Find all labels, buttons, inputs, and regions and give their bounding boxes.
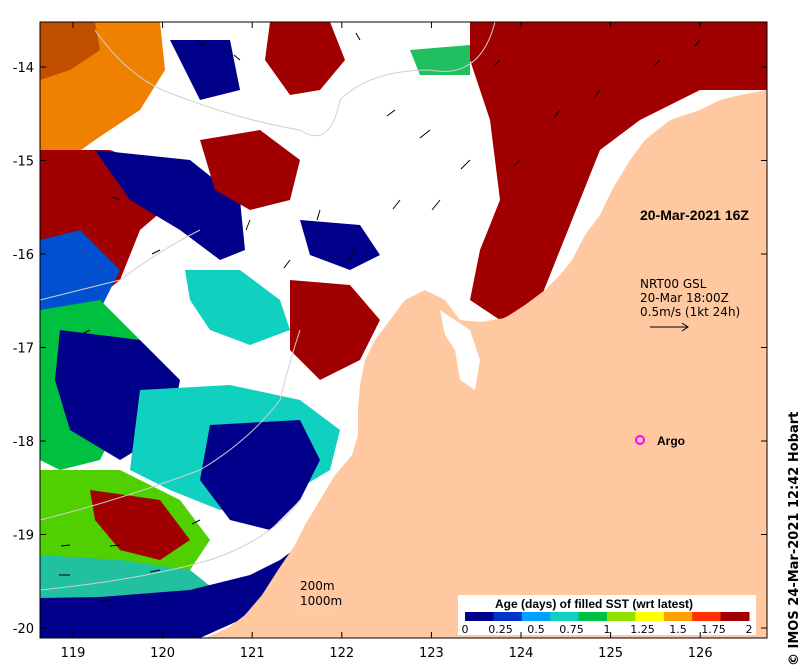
isobath-contours xyxy=(39,21,496,591)
patch-navy-north xyxy=(170,40,240,100)
lon-tick-label: 126 xyxy=(688,646,713,661)
patch-red-mid xyxy=(200,130,300,210)
patch-red-north xyxy=(265,22,345,95)
colorbar-tick-label: 1.5 xyxy=(669,623,687,636)
colorbar-stripe xyxy=(550,612,580,621)
colorbar-stripe xyxy=(493,612,523,621)
colorbar-stripe xyxy=(607,612,636,621)
colorbar-tick-label: 2 xyxy=(746,623,753,636)
credit-panel: © IMOS 24-Mar-2021 12:42 Hobart xyxy=(787,412,802,666)
patch-navy-coast-2 xyxy=(300,220,380,270)
colorbar-stripe xyxy=(663,612,693,621)
patch-red-coast-2 xyxy=(290,280,380,380)
sst-age-patches xyxy=(40,22,767,638)
legend-arrowhead-icon xyxy=(681,322,689,332)
colorbar-tick-label: 0 xyxy=(462,623,469,636)
patch-teal-southwest xyxy=(40,555,215,600)
colorbar-tick-label: 0.75 xyxy=(559,623,584,636)
patch-navy-south xyxy=(200,420,320,530)
patch-green-north xyxy=(410,45,470,75)
patch-navy-band xyxy=(95,150,245,260)
colorbar-tick-label: 1 xyxy=(604,623,611,636)
colorbar-tick-label: 0.25 xyxy=(488,623,513,636)
lat-tick-label: -20 xyxy=(13,622,34,637)
latitude-axis: -14 -15 -16 -17 -18 -19 -20 xyxy=(13,61,767,637)
colorbar-tick-label: 1.25 xyxy=(630,623,655,636)
lat-tick-label: -16 xyxy=(13,248,34,263)
colorbar-tick-labels: 0 0.25 0.5 0.75 1 1.25 1.5 1.75 2 xyxy=(462,623,753,636)
lat-tick-label: -18 xyxy=(13,435,34,450)
colorbar-stripe xyxy=(578,612,608,621)
patch-navy-coast xyxy=(40,545,300,638)
lat-tick-label: -17 xyxy=(13,342,34,357)
longitude-axis: 119 120 121 122 123 124 125 126 xyxy=(61,22,713,661)
isobath-label-deep: 1000m xyxy=(300,594,342,608)
current-legend-line1: NRT00 GSL xyxy=(640,277,707,291)
colorbar-stripe xyxy=(692,612,722,621)
lon-tick-label: 123 xyxy=(419,646,444,661)
lat-tick-label: -14 xyxy=(13,61,34,76)
argo-label: Argo xyxy=(657,434,685,448)
lon-tick-label: 125 xyxy=(598,646,623,661)
lon-tick-label: 121 xyxy=(240,646,265,661)
current-legend: NRT00 GSL 20-Mar 18:00Z 0.5m/s (1kt 24h) xyxy=(640,277,740,332)
current-legend-line3: 0.5m/s (1kt 24h) xyxy=(640,305,740,319)
isobath-legend: 200m 1000m xyxy=(300,579,342,613)
argo-float: Argo xyxy=(635,434,685,448)
argo-marker-icon xyxy=(635,435,645,445)
colorbar-title: Age (days) of filled SST (wrt latest) xyxy=(495,597,693,611)
lat-tick-label: -15 xyxy=(13,155,34,170)
lon-tick-label: 119 xyxy=(61,646,86,661)
lat-tick-label: -19 xyxy=(13,529,34,544)
colorbar-tick-label: 0.5 xyxy=(527,623,545,636)
colorbar-stripe xyxy=(720,612,750,621)
colorbar-stripe xyxy=(521,612,551,621)
coastal-inlet xyxy=(440,310,480,390)
colorbar-stripes xyxy=(465,612,750,621)
current-legend-line2: 20-Mar 18:00Z xyxy=(640,291,729,305)
colorbar-tick-label: 1.75 xyxy=(701,623,726,636)
patch-teal-central xyxy=(185,270,290,345)
lon-tick-label: 122 xyxy=(329,646,354,661)
current-vectors xyxy=(59,32,701,603)
lon-tick-label: 120 xyxy=(150,646,175,661)
colorbar-stripe xyxy=(635,612,665,621)
date-label: 20-Mar-2021 16Z xyxy=(640,207,749,223)
land-mass xyxy=(205,90,767,638)
patch-red-south xyxy=(90,490,190,560)
patch-red-east-coast xyxy=(470,22,767,320)
credit-text: © IMOS 24-Mar-2021 12:42 Hobart xyxy=(787,412,802,666)
plot-frame xyxy=(39,21,768,639)
patch-dark-orange xyxy=(40,22,100,80)
isobath-label-shallow: 200m xyxy=(300,579,335,593)
colorbar-stripe xyxy=(465,612,494,621)
lon-tick-label: 124 xyxy=(509,646,534,661)
